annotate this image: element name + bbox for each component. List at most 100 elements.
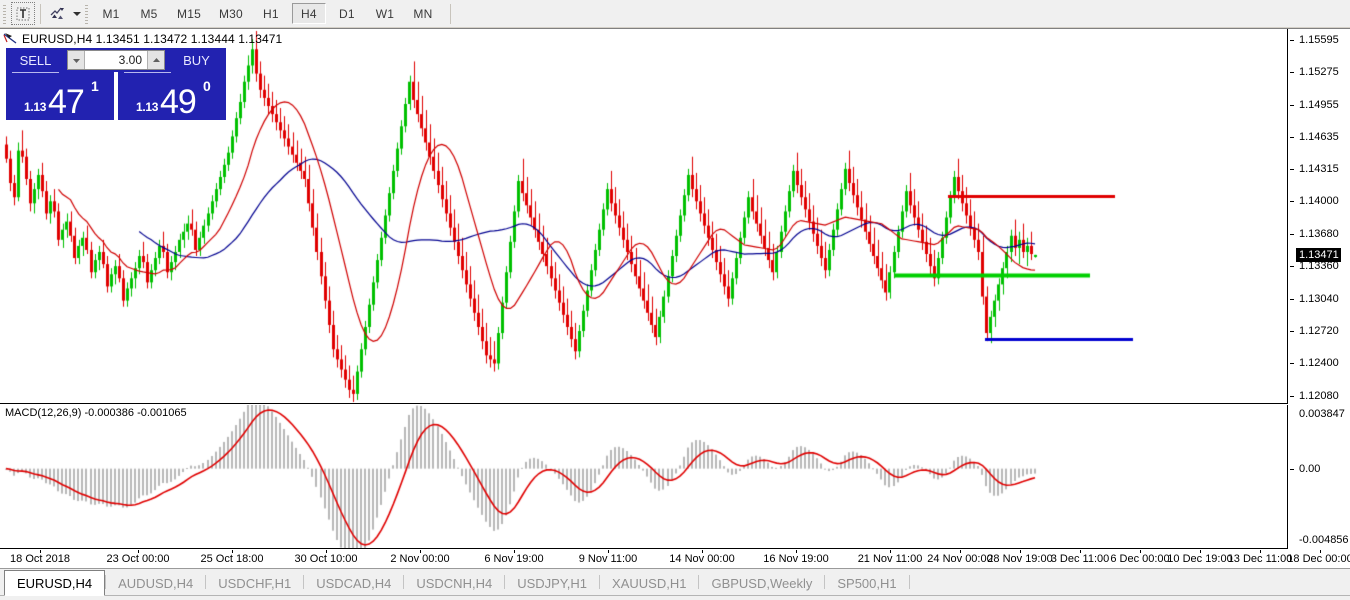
time-tick — [232, 550, 233, 553]
toolbar-grip-2[interactable] — [83, 2, 90, 25]
macd-indicator-label: MACD(12,26,9) -0.000386 -0.001065 — [5, 407, 187, 419]
price-scale-label: 1.15595 — [1299, 33, 1339, 46]
price-scale-label: 1.14315 — [1299, 163, 1339, 176]
crosshair-cursor-icon[interactable] — [11, 2, 35, 25]
tab-xauusd-h1[interactable]: XAUUSD,H1 — [612, 575, 687, 591]
toolbar-grip[interactable] — [1, 2, 8, 25]
macd-pane[interactable]: MACD(12,26,9) -0.000386 -0.001065 — [0, 405, 1288, 549]
time-scale-label: 14 Nov 00:00 — [669, 553, 735, 565]
chart-frame: EURUSD,H4 1.13451 1.13472 1.13444 1.1347… — [0, 28, 1350, 569]
price-scale-label: 1.14635 — [1299, 130, 1339, 143]
price-scale-label: 1.13040 — [1299, 292, 1339, 305]
sell-price-display[interactable]: 1.13 47 1 — [6, 72, 114, 120]
price-tick — [1290, 234, 1294, 235]
tab-usdjpy-h1[interactable]: USDJPY,H1 — [517, 575, 588, 591]
timeframe-button-m30[interactable]: M30 — [218, 6, 243, 21]
timeframe-button-h4[interactable]: H4 — [291, 3, 326, 24]
timeframe-button-m15[interactable]: M15 — [177, 6, 201, 21]
timeframe-button-h1[interactable]: H1 — [263, 6, 279, 21]
trade-panel-top-row: SELL 3.00 BUY — [6, 48, 226, 72]
timeframe-button-w1[interactable]: W1 — [375, 6, 395, 21]
tab-audusd-h4[interactable]: AUDUSD,H4 — [118, 575, 194, 591]
time-scale-label: 24 Nov 00:00 — [927, 553, 993, 565]
time-tick — [138, 550, 139, 553]
tab-divider — [303, 575, 305, 589]
volume-input[interactable]: 3.00 — [67, 50, 165, 70]
tab-usdchf-h1[interactable]: USDCHF,H1 — [218, 575, 292, 591]
tab-divider — [908, 575, 910, 589]
time-scale-label: 25 Oct 18:00 — [200, 553, 264, 565]
price-scale-label: 1.13680 — [1299, 227, 1339, 240]
sell-button[interactable]: SELL — [6, 48, 65, 72]
time-scale-label: 2 Nov 00:00 — [390, 553, 450, 565]
time-tick — [796, 550, 797, 553]
time-scale[interactable]: 18 Oct 2018 23 Oct 00:00 25 Oct 18:00 30 Oc… — [0, 550, 1350, 569]
price-pane[interactable]: EURUSD,H4 1.13451 1.13472 1.13444 1.1347… — [0, 29, 1288, 404]
price-scale-label: 1.12400 — [1299, 357, 1339, 370]
price-tick — [1290, 169, 1294, 170]
tab-divider — [824, 575, 826, 589]
time-tick — [1020, 550, 1021, 553]
price-tick — [1290, 363, 1294, 364]
chart-title: EURUSD,H4 1.13451 1.13472 1.13444 1.1347… — [22, 32, 283, 46]
time-scale-label: 6 Nov 19:00 — [484, 553, 544, 565]
price-scale-label: 1.14955 — [1299, 98, 1339, 111]
time-tick — [960, 550, 961, 553]
time-scale-label: 18 Oct 2018 — [10, 553, 70, 565]
tab-divider — [205, 575, 207, 589]
volume-field-wrapper: 3.00 — [65, 48, 167, 72]
macd-scale-label: 0.003847 — [1299, 408, 1345, 420]
buy-price-display[interactable]: 1.13 49 0 — [118, 72, 226, 120]
timeframe-button-mn[interactable]: MN — [413, 6, 433, 21]
sell-price-fraction: 1 — [91, 78, 99, 94]
price-tick — [1290, 331, 1294, 332]
sell-price-main: 47 — [48, 83, 85, 120]
tab-usdcnh-h4[interactable]: USDCNH,H4 — [416, 575, 493, 591]
timeframe-group: M1 M5 M15 M30 H1 H4 D1 W1 MN — [92, 3, 442, 24]
spinner-down-icon[interactable] — [68, 51, 85, 69]
buy-button[interactable]: BUY — [167, 48, 226, 72]
buy-price-prefix: 1.13 — [136, 100, 159, 114]
macd-scale[interactable]: 0.003847 0.00 -0.004856 — [1289, 405, 1350, 549]
tab-eurusd-h4[interactable]: EURUSD,H4 — [4, 570, 106, 596]
macd-chart-canvas[interactable] — [0, 405, 1287, 548]
price-tick — [1290, 201, 1294, 202]
tab-divider — [105, 575, 107, 589]
price-tick — [1290, 72, 1294, 73]
time-scale-label: 23 Oct 00:00 — [106, 553, 170, 565]
volume-value[interactable]: 3.00 — [118, 53, 142, 67]
indicators-icon[interactable] — [46, 2, 70, 25]
toolbar-separator-1 — [40, 3, 41, 24]
price-scale[interactable]: 1.15595 1.15275 1.14955 1.14635 1.14315 1.140… — [1289, 29, 1350, 404]
timeframe-button-d1[interactable]: D1 — [339, 6, 355, 21]
timeframe-button-m1[interactable]: M1 — [102, 6, 120, 21]
time-scale-label: 30 Oct 10:00 — [294, 553, 358, 565]
price-tick — [1290, 299, 1294, 300]
tab-divider — [698, 575, 700, 589]
sell-underline — [12, 72, 59, 73]
spinner-up-icon[interactable] — [147, 51, 164, 69]
price-tick — [1290, 105, 1294, 106]
timeframe-button-m5[interactable]: M5 — [140, 6, 158, 21]
time-tick — [1260, 550, 1261, 553]
time-scale-label: 6 Dec 00:00 — [1110, 553, 1170, 565]
tab-divider — [599, 575, 601, 589]
tab-divider — [504, 575, 506, 589]
time-tick — [1080, 550, 1081, 553]
time-tick — [890, 550, 891, 553]
time-scale-label: 9 Nov 11:00 — [578, 553, 638, 565]
symbol-arrow-icon — [3, 33, 17, 44]
time-scale-label: 13 Dec 11:00 — [1227, 553, 1293, 565]
price-scale-label: 1.14000 — [1299, 195, 1339, 208]
time-tick — [40, 550, 41, 553]
chevron-down-icon[interactable] — [71, 2, 82, 25]
time-scale-label: 28 Nov 19:00 — [987, 553, 1053, 565]
macd-scale-label: -0.004856 — [1299, 534, 1349, 546]
chart-tabs: EURUSD,H4 AUDUSD,H4 USDCHF,H1 USDCAD,H4 USDC… — [0, 569, 1350, 596]
tab-sp500-h1[interactable]: SP500,H1 — [837, 575, 897, 591]
buy-underline — [124, 72, 171, 73]
main-toolbar: M1 M5 M15 M30 H1 H4 D1 W1 MN — [0, 0, 1350, 28]
tab-usdcad-h4[interactable]: USDCAD,H4 — [316, 575, 392, 591]
price-tick — [1290, 396, 1294, 397]
tab-gbpusd-weekly[interactable]: GBPUSD,Weekly — [711, 575, 813, 591]
